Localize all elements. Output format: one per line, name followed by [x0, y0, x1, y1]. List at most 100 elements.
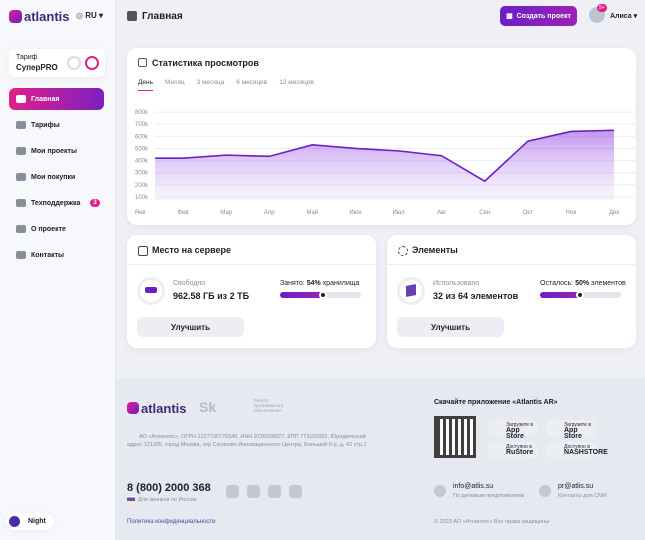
tab[interactable]: 6 месяцев [236, 79, 268, 86]
card-title: Элементы [412, 245, 458, 255]
x-tick-label: Мар [220, 210, 232, 216]
menu-icon [16, 147, 26, 155]
menu-badge: 3 [90, 199, 100, 207]
social-icon[interactable] [268, 485, 281, 498]
user-menu[interactable]: Алиса ▾ [610, 13, 638, 20]
y-tick-label: 600k [135, 134, 149, 140]
menu-label: Тарифы [31, 121, 60, 129]
menu-item[interactable]: Тарифы [9, 114, 104, 136]
elements-icon [398, 246, 408, 256]
phone[interactable]: 8 (800) 2000 368 [127, 482, 211, 494]
menu-item[interactable]: Мои проекты [9, 140, 104, 162]
left-text: Осталось: 50% элементов [540, 280, 626, 287]
y-tick-label: 300k [135, 171, 149, 177]
store-badge[interactable]: Доступно в NASHSTORE [546, 442, 608, 458]
free-label: Свободно [173, 280, 206, 287]
menu-icon [16, 199, 26, 207]
x-tick-label: Май [306, 209, 318, 216]
area [155, 130, 614, 200]
chart: 100k 200k 300k 400k 500k 600k 700k 800k Янв Фев Ма… [135, 110, 636, 216]
y-tick-label: 100k [135, 195, 149, 201]
progress-fill [540, 291, 584, 299]
server-card: Место на сервере Свободно 962.58 ГБ из 2… [127, 235, 376, 348]
store-name: App Store [506, 427, 524, 440]
store-top: Доступно в [564, 444, 590, 450]
footer-logo-icon [127, 402, 139, 414]
registry-logo: Реестр программного обеспечения [254, 398, 284, 413]
storage-icon [137, 277, 165, 305]
tab[interactable]: 3 месяца [196, 79, 225, 86]
tab[interactable]: 12 месяцев [279, 79, 314, 86]
tariff-icon [67, 56, 81, 70]
contact-email[interactable]: info@atlis.su [453, 483, 494, 490]
social-icon[interactable] [226, 485, 239, 498]
social-icon[interactable] [289, 485, 302, 498]
menu-item[interactable]: Мои покупки [9, 166, 104, 188]
x-tick-label: Июл [392, 210, 405, 216]
left-percent: 50% [575, 280, 590, 287]
store-badge[interactable]: Загрузите в App Store [488, 420, 538, 440]
create-project-button[interactable]: ▦ Создать проект [500, 6, 577, 26]
contact-note: Контакты для СМИ [558, 493, 607, 499]
copyright: © 2023 АО «Атлантис» Все права защищены [434, 519, 550, 525]
left-label: Осталось: [540, 280, 574, 287]
store-name: RuStore [506, 449, 534, 456]
server-icon [138, 246, 148, 256]
menu-item[interactable]: О проекте [9, 218, 104, 240]
menu-icon [16, 173, 26, 181]
progress-knob [318, 291, 327, 299]
menu-icon [16, 95, 26, 103]
y-tick-label: 400k [135, 159, 149, 165]
cube-icon [397, 277, 425, 305]
store-badge[interactable]: Доступно в RuStore [488, 442, 538, 458]
qr-code [434, 416, 476, 458]
menu-label: Главная [31, 95, 60, 103]
chart-title: Статистика просмотров [152, 58, 259, 68]
left-suffix: элементов [591, 280, 626, 287]
y-tick-label: 500k [135, 146, 149, 152]
x-tick-label: Апр [264, 210, 275, 216]
divider [387, 264, 636, 265]
contact-email[interactable]: pr@atlis.su [558, 483, 594, 490]
chart-icon [138, 58, 147, 67]
page-title: Главная [142, 11, 183, 22]
footer-logo: atlantis [141, 401, 187, 416]
contact-icon [434, 485, 446, 497]
progress-knob [575, 291, 584, 299]
menu-item[interactable]: Контакты [9, 244, 104, 266]
menu-item[interactable]: Главная [9, 88, 104, 110]
home-icon [127, 11, 137, 21]
progress-track [540, 291, 621, 299]
store-badge[interactable]: Загрузите в App Store [546, 420, 596, 440]
divider [127, 264, 376, 265]
used-label: Использовано [433, 280, 480, 287]
x-tick-label: Сен [479, 210, 490, 216]
tab[interactable]: Месяц [165, 79, 185, 86]
upgrade-button[interactable]: Улучшить [137, 317, 244, 337]
y-tick-label: 700k [135, 122, 149, 128]
theme-label: Night [28, 518, 46, 525]
contact-note: По деловым предложениям [453, 493, 525, 499]
tab[interactable]: День [138, 79, 153, 91]
social-icon[interactable] [247, 485, 260, 498]
x-tick-label: Фев [178, 210, 189, 216]
menu-label: Мои проекты [31, 147, 77, 155]
tariff-label: Тариф [16, 54, 38, 61]
x-tick-label: Ноя [565, 210, 576, 216]
y-tick-label: 200k [135, 183, 149, 189]
legal-address: АО «Атлантис», ОГРН 1227700770340, ИНН 9… [127, 434, 367, 448]
free-value: 962.58 ГБ из 2 ТБ [173, 291, 250, 301]
phone-note: Для звонков по России [127, 496, 197, 503]
language-switch[interactable]: ◎ RU ▾ [76, 11, 104, 20]
tariff-card[interactable]: Тариф СуперPRO [9, 49, 105, 77]
menu-item[interactable]: Техподдержка 3 [9, 192, 104, 214]
user-name: Алиса [610, 13, 632, 20]
social-links [226, 485, 302, 498]
logo[interactable]: atlantis [24, 9, 70, 24]
theme-toggle[interactable]: Night [6, 513, 54, 530]
privacy-link[interactable]: Политика конфиденциальности [127, 519, 216, 525]
store-top: Загрузите в [564, 422, 591, 428]
upgrade-button[interactable]: Улучшить [397, 317, 504, 337]
